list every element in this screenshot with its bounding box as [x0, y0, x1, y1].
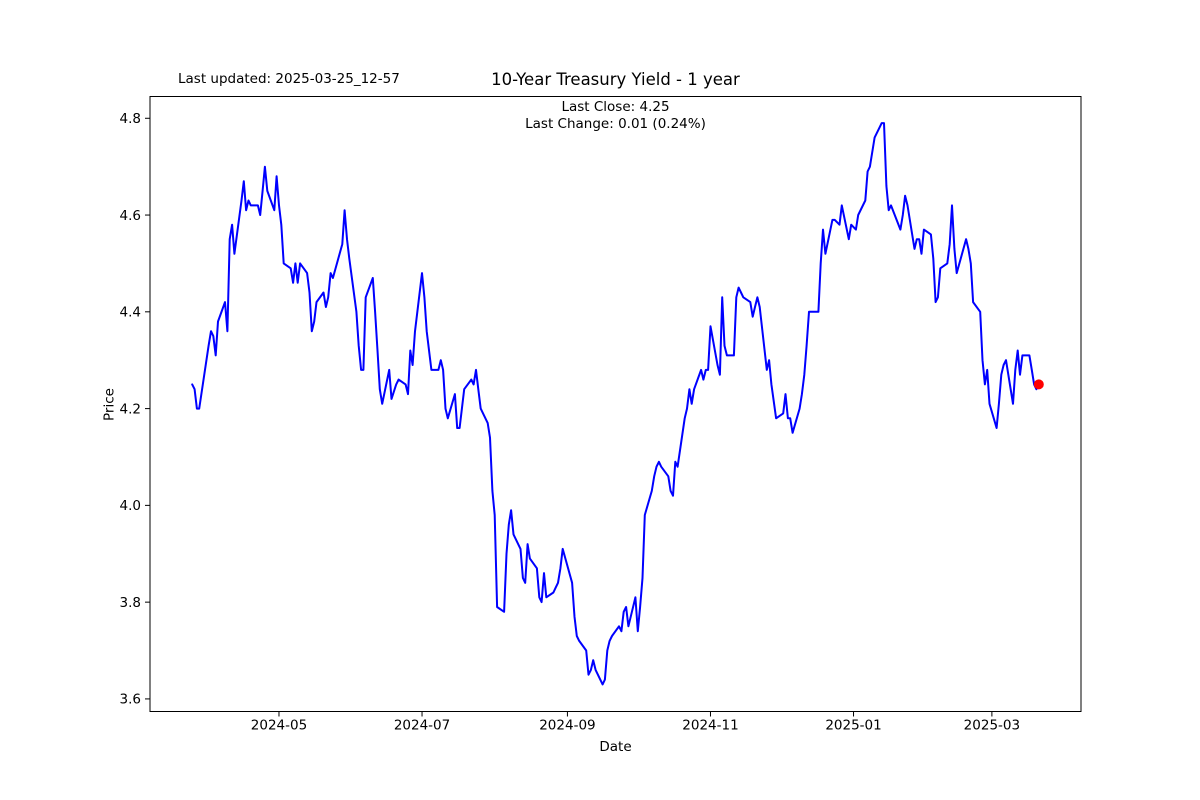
- x-tick-label: 2024-05: [251, 718, 307, 734]
- y-tick-label: 4.2: [120, 401, 141, 417]
- last-updated-text: Last updated: 2025-03-25_12-57: [178, 71, 400, 87]
- subtitle-last-change: Last Change: 0.01 (0.24%): [525, 116, 706, 132]
- chart-subtitle: Last Close: 4.25 Last Change: 0.01 (0.24…: [150, 99, 1081, 133]
- chart-title: 10-Year Treasury Yield - 1 year: [491, 70, 740, 89]
- y-tick-label: 4.6: [120, 208, 141, 224]
- y-tick-label: 4.4: [120, 305, 141, 321]
- y-axis-title: Price: [101, 388, 118, 421]
- y-tick-label: 4.8: [120, 111, 141, 127]
- x-tick-label: 2024-07: [394, 718, 450, 734]
- last-close-marker: [1033, 379, 1044, 390]
- yield-line: [191, 122, 1040, 686]
- x-tick-label: 2024-11: [682, 718, 738, 734]
- y-tick-label: 3.8: [120, 595, 141, 611]
- x-axis-title: Date: [599, 739, 632, 755]
- subtitle-last-close: Last Close: 4.25: [561, 99, 670, 115]
- axes-frame: [149, 96, 1082, 712]
- x-tick-label: 2025-03: [964, 718, 1020, 734]
- y-tick-label: 3.6: [120, 692, 141, 708]
- x-tick-label: 2025-01: [825, 718, 881, 734]
- x-tick-label: 2024-09: [539, 718, 595, 734]
- y-tick-label: 4.0: [120, 498, 141, 514]
